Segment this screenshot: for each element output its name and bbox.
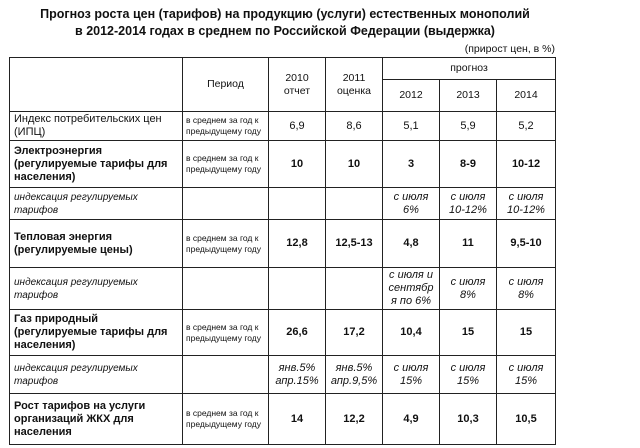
row-value: янв.5% апр.15% [268,355,326,394]
table-row: Индекс потребительских цен (ИПЦ) в средне… [9,111,557,141]
row-value: с июля и сентября по 6% [382,267,440,310]
header-2012: 2012 [382,79,440,112]
row-name: Газ природный (регулируемые тарифы для н… [9,309,183,356]
row-value: 12,2 [325,393,383,445]
row-value: 10 [268,140,326,188]
row-value: 6,9 [268,111,326,141]
row-value [268,187,326,220]
row-value: 4,9 [382,393,440,445]
row-value: 10,5 [495,393,557,445]
row-value [325,267,383,310]
row-name: индексация регулируемых тарифов [9,355,183,394]
table-row: Электроэнергия (регулируемые тарифы для … [9,140,557,188]
row-value: 17,2 [325,309,383,356]
row-value: 5,9 [439,111,497,141]
table-row: индексация регулируемых тарифов янв.5% ап… [9,355,557,394]
document-title-line-1: Прогноз роста цен (тарифов) на продукцию… [40,7,530,21]
row-value: с июля 8% [439,267,497,310]
row-period [182,355,269,394]
table-row: Рост тарифов на услуги организаций ЖКХ д… [9,393,557,445]
row-name: Индекс потребительских цен (ИПЦ) [9,111,183,141]
row-name: Рост тарифов на услуги организаций ЖКХ д… [9,393,183,445]
row-value [325,187,383,220]
row-value: 10 [325,140,383,188]
row-period: в среднем за год к предыдущему году [182,111,269,141]
header-2011-year: 2011 [342,71,366,84]
row-period: в среднем за год к предыдущему году [182,219,269,268]
table-row: индексация регулируемых тарифов с июля и … [9,267,557,310]
row-period: в среднем за год к предыдущему году [182,393,269,445]
row-value: с июля 8% [495,267,557,310]
row-value: 11 [439,219,497,268]
row-value: с июля 6% [382,187,440,220]
row-value: 4,8 [382,219,440,268]
header-2010: 2010 отчет [268,57,326,112]
row-value: с июля 10-12% [495,187,557,220]
row-value: с июля 15% [495,355,557,394]
row-name: индексация регулируемых тарифов [9,267,183,310]
row-value: янв.5% апр.9,5% [325,355,383,394]
row-period [182,267,269,310]
row-value: 8,6 [325,111,383,141]
row-value: 8-9 [439,140,497,188]
row-value: 9,5-10 [495,219,557,268]
table-row: индексация регулируемых тарифов с июля 6%… [9,187,557,220]
row-value: 14 [268,393,326,445]
row-value [268,267,326,310]
document-title-line-2: в 2012-2014 годах в среднем по Российско… [75,24,495,38]
row-value: 10-12 [495,140,557,188]
table-row: Газ природный (регулируемые тарифы для н… [9,309,557,356]
row-value: 12,8 [268,219,326,268]
row-value: с июля 10-12% [439,187,497,220]
row-name: индексация регулируемых тарифов [9,187,183,220]
header-forecast: прогноз [381,57,557,80]
row-value: с июля 15% [439,355,497,394]
header-2014: 2014 [495,79,557,112]
row-value: 12,5-13 [325,219,383,268]
row-period [182,187,269,220]
row-value: 5,1 [382,111,440,141]
row-value: 10,4 [382,309,440,356]
header-2010-sub: отчет [283,84,311,97]
row-value: 5,2 [495,111,557,141]
row-period: в среднем за год к предыдущему году [182,140,269,188]
header-2013: 2013 [439,79,497,112]
row-value: 10,3 [439,393,497,445]
forecast-table: Период 2010 отчет 2011 оценка прогноз 2012… [9,57,557,445]
table-row: Тепловая энергия (регулируемые цены) в ср… [9,219,557,268]
row-value: 15 [439,309,497,356]
header-2011: 2011 оценка [325,57,383,112]
header-2011-sub: оценка [336,84,372,97]
header-period: Период [182,57,269,112]
row-value: 3 [382,140,440,188]
row-name: Электроэнергия (регулируемые тарифы для … [9,140,183,188]
header-empty-cell [9,57,183,112]
header-2010-year: 2010 [285,71,309,84]
row-value: 26,6 [268,309,326,356]
row-value: 15 [495,309,557,356]
unit-note: (прирост цен, в %) [464,43,555,55]
row-value: с июля 15% [382,355,440,394]
row-name: Тепловая энергия (регулируемые цены) [9,219,183,268]
row-period: в среднем за год к предыдущему году [182,309,269,356]
